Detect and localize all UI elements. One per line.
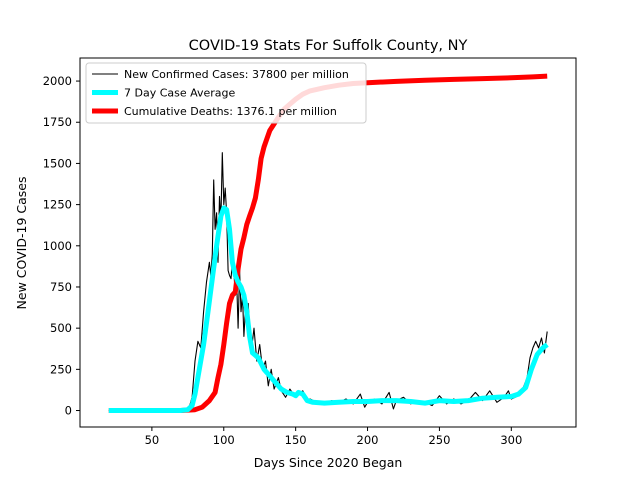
y-tick-label: 250 [50,362,72,376]
plot-frame [79,57,577,428]
x-tick-label: 300 [500,433,522,447]
x-tick-label: 50 [145,433,160,447]
y-axis-label: New COVID-19 Cases [14,177,29,310]
y-tick-label: 1250 [43,198,72,212]
legend-label-0: New Confirmed Cases: 37800 per million [124,68,349,81]
y-tick-label: 1500 [43,156,72,170]
x-tick-label: 100 [213,433,235,447]
x-tick-label: 200 [357,433,379,447]
y-tick-label: 750 [50,280,72,294]
x-axis: 50 100 150 200 250 300 [145,427,522,447]
x-tick-label: 250 [428,433,450,447]
series-line-1 [108,205,549,413]
y-axis: 0 250 500 750 1000 1250 1500 1750 2000 [43,74,80,418]
y-tick-label: 1750 [43,115,72,129]
y-tick-label: 500 [50,321,72,335]
legend-label-1: 7 Day Case Average [124,87,236,100]
legend: New Confirmed Cases: 37800 per million 7 … [85,62,367,124]
y-tick-label: 1000 [43,239,72,253]
x-axis-label: Days Since 2020 Began [254,455,403,470]
x-tick-label: 150 [285,433,307,447]
chart-title: COVID-19 Stats For Suffolk County, NY [189,38,468,54]
legend-label-2: Cumulative Deaths: 1376.1 per million [124,105,337,118]
y-tick-label: 2000 [43,74,72,88]
y-tick-label: 0 [65,404,72,418]
legend-box [85,62,367,124]
